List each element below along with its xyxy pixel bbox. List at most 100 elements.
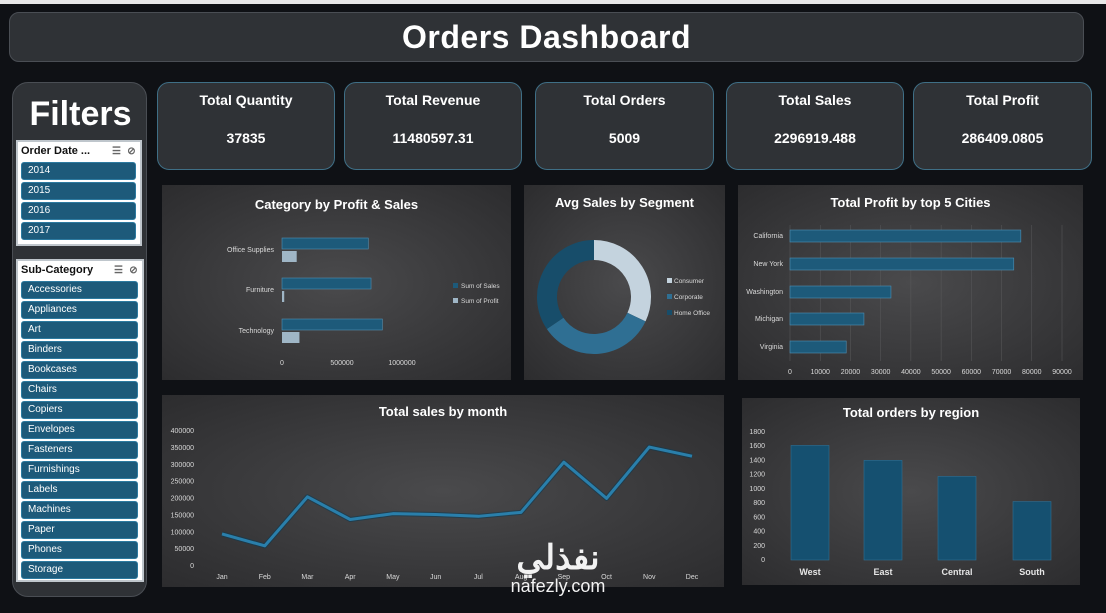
y-tick-label: 400: [753, 529, 765, 536]
slicer-item-art[interactable]: Art: [21, 321, 138, 339]
bar-orders: [937, 476, 977, 561]
x-tick-label: Jul: [474, 574, 483, 581]
x-tick-label: 60000: [962, 369, 982, 376]
kpi-value: 2296919.488: [774, 130, 856, 146]
kpi-value: 37835: [226, 130, 266, 146]
bar-profit: [789, 257, 1015, 271]
slicer-header: Sub-Category ☰ ⊘: [18, 261, 142, 279]
slicer-item-appliances[interactable]: Appliances: [21, 301, 138, 319]
x-tick-label: East: [873, 567, 892, 577]
slicer-item-bookcases[interactable]: Bookcases: [21, 361, 138, 379]
category-label: Technology: [239, 328, 275, 335]
y-tick-label: 1000: [749, 486, 765, 493]
kpi-value: 5009: [608, 130, 641, 146]
slicer-item-accessories[interactable]: Accessories: [21, 281, 138, 299]
clear-filter-icon[interactable]: ⊘: [127, 145, 136, 157]
dashboard-header: Orders Dashboard: [9, 12, 1084, 62]
y-tick-label: 300000: [171, 462, 194, 469]
multi-select-icon[interactable]: ☰: [112, 145, 121, 157]
y-tick-label: 1200: [749, 472, 765, 479]
x-tick-label: Sep: [558, 574, 571, 581]
sub-category-slicer: Sub-Category ☰ ⊘ Accessories Appliances Ar…: [16, 259, 144, 582]
y-tick-label: 1800: [749, 429, 765, 436]
x-tick-label: Nov: [643, 574, 656, 581]
orders-by-region-chart: Total orders by region 0 200 400 600 800 1000…: [742, 398, 1080, 585]
order-date-slicer: Order Date ... ☰ ⊘ 2014 2015 2016 2017: [16, 140, 142, 246]
y-tick-label: 100000: [171, 529, 194, 536]
kpi-card-total-profit: Total Profit 286409.0805: [913, 82, 1092, 170]
y-tick-label: 1400: [749, 457, 765, 464]
category-label: Washington: [746, 289, 783, 296]
bar-orders: [1012, 501, 1052, 561]
clear-filter-icon[interactable]: ⊘: [129, 264, 138, 276]
legend-swatch: [667, 310, 672, 315]
avg-sales-segment-chart: Avg Sales by Segment Consumer Corporate Ho…: [524, 185, 725, 380]
kpi-title: Total Orders: [583, 92, 666, 108]
bar-orders: [863, 460, 903, 561]
slicer-item-fasteners[interactable]: Fasteners: [21, 441, 138, 459]
legend-label: Sum of Sales: [461, 283, 500, 290]
x-tick-label: 70000: [992, 369, 1012, 376]
bar-profit: [282, 291, 285, 302]
slicer-item-furnishings[interactable]: Furnishings: [21, 461, 138, 479]
slicer-item-binders[interactable]: Binders: [21, 341, 138, 359]
slicer-item-2014[interactable]: 2014: [21, 162, 136, 180]
bar-profit: [282, 332, 300, 343]
sales-by-month-chart: Total sales by month 0 50000 100000 150000 2…: [162, 395, 724, 587]
category-label: Michigan: [755, 316, 783, 323]
watermark-site: nafezly.com: [510, 576, 606, 596]
bar-profit: [789, 340, 847, 354]
slicer-item-labels[interactable]: Labels: [21, 481, 138, 499]
kpi-card-total-sales: Total Sales 2296919.488: [726, 82, 904, 170]
slicer-item-envelopes[interactable]: Envelopes: [21, 421, 138, 439]
bar-profit: [789, 312, 865, 326]
y-tick-label: 600: [753, 514, 765, 521]
y-tick-label: 0: [190, 563, 194, 570]
y-tick-label: 150000: [171, 512, 194, 519]
donut-slice: [593, 240, 651, 322]
category-profit-sales-chart: Category by Profit & Sales Office Suppli…: [162, 185, 511, 380]
profit-top-cities-chart: Total Profit by top 5 Cities 0 10000 20000…: [738, 185, 1083, 380]
multi-select-icon[interactable]: ☰: [114, 264, 123, 276]
slicer-item-storage[interactable]: Storage: [21, 561, 138, 579]
chart-title: Category by Profit & Sales: [254, 197, 419, 212]
legend-label: Sum of Profit: [461, 298, 499, 305]
slicer-item-2017[interactable]: 2017: [21, 222, 136, 240]
x-tick-label: 50000: [931, 369, 951, 376]
slicer-item-phones[interactable]: Phones: [21, 541, 138, 559]
kpi-card-total-quantity: Total Quantity 37835: [157, 82, 335, 170]
x-tick-label: West: [799, 567, 820, 577]
category-label: Virginia: [760, 344, 783, 351]
slicer-item-paper[interactable]: Paper: [21, 521, 138, 539]
x-tick-label: 80000: [1022, 369, 1042, 376]
slicer-item-2016[interactable]: 2016: [21, 202, 136, 220]
y-tick-label: 50000: [175, 546, 195, 553]
x-tick-label: 0: [788, 369, 792, 376]
y-tick-label: 250000: [171, 479, 194, 486]
filters-panel: Filters Order Date ... ☰ ⊘ 2014 2015 2016 2…: [12, 82, 147, 597]
watermark-logo: نفذلي nafezly.com: [488, 540, 628, 597]
legend-swatch: [667, 278, 672, 283]
x-tick-label: Apr: [345, 574, 357, 581]
kpi-card-total-revenue: Total Revenue 11480597.31: [344, 82, 522, 170]
slicer-item-machines[interactable]: Machines: [21, 501, 138, 519]
chart-title: Avg Sales by Segment: [555, 195, 694, 210]
x-tick-label: Dec: [686, 574, 699, 581]
slicer-item-copiers[interactable]: Copiers: [21, 401, 138, 419]
legend-label: Home Office: [674, 310, 710, 317]
x-tick-label: South: [1019, 567, 1045, 577]
y-tick-label: 200000: [171, 496, 194, 503]
kpi-value: 11480597.31: [392, 130, 474, 146]
y-tick-label: 400000: [171, 428, 194, 435]
page-title: Orders Dashboard: [402, 18, 691, 55]
slicer-item-2015[interactable]: 2015: [21, 182, 136, 200]
kpi-card-total-orders: Total Orders 5009: [535, 82, 714, 170]
category-label: New York: [753, 261, 783, 268]
slicer-item-chairs[interactable]: Chairs: [21, 381, 138, 399]
chart-title: Total orders by region: [842, 405, 980, 420]
x-tick-label: 0: [280, 360, 284, 367]
category-label: Furniture: [246, 287, 274, 294]
x-tick-label: 10000: [810, 369, 830, 376]
slicer-title: Order Date ...: [21, 145, 91, 157]
x-tick-label: May: [386, 574, 400, 581]
